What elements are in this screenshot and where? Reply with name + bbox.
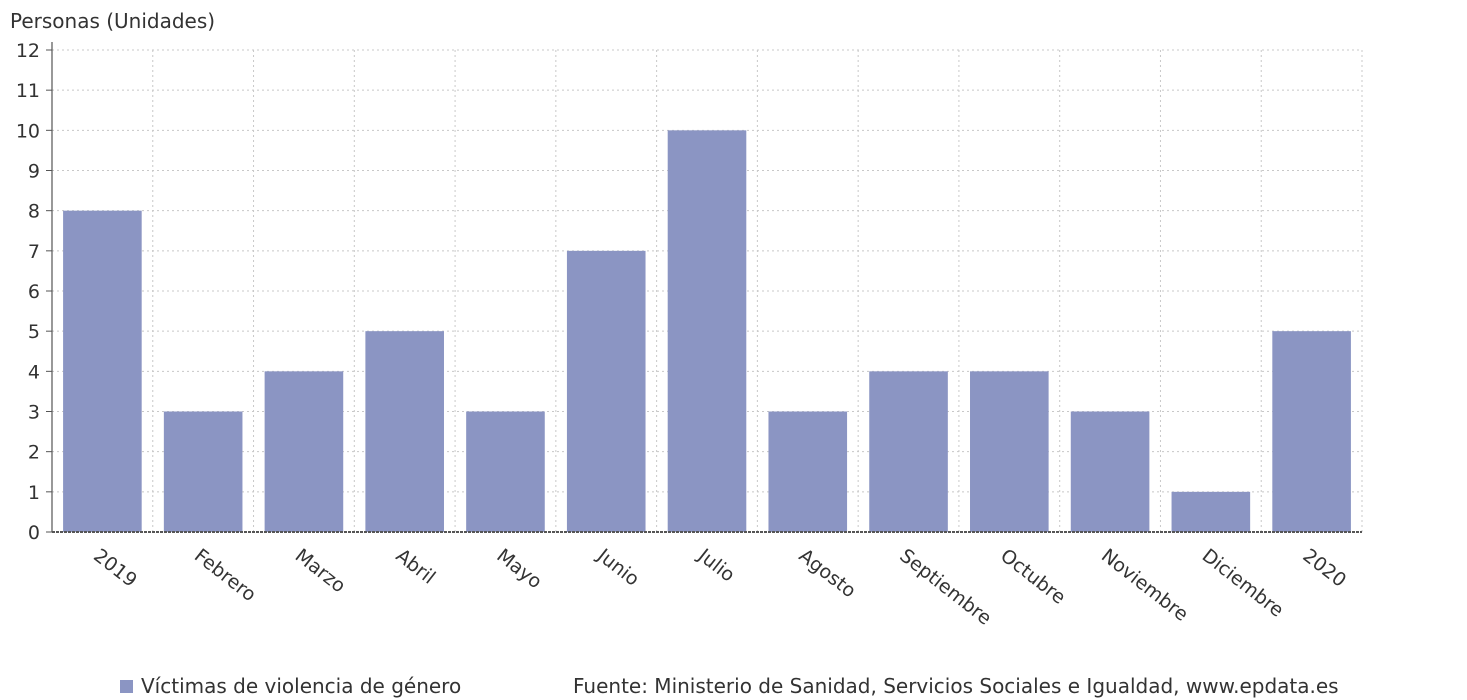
x-ticks: 2019 Febrero Marzo Abril Mayo Junio Julio Agost… [89, 544, 1350, 630]
x-tick-label: Diciembre [1198, 545, 1288, 622]
x-tick-label: Junio [592, 544, 643, 591]
bar-agosto [768, 411, 848, 532]
x-tick-label: Julio [693, 544, 739, 586]
x-tick-label: Agosto [795, 545, 860, 603]
x-tick-label: 2019 [89, 545, 141, 592]
y-tick-label: 8 [28, 201, 40, 223]
bar-febrero [163, 411, 243, 532]
y-tick-label: 9 [28, 161, 40, 183]
bar-julio [667, 130, 747, 533]
y-tick-label: 12 [16, 40, 40, 62]
bar-junio [566, 250, 646, 533]
y-tick-label: 4 [28, 361, 40, 383]
bar-abril [365, 331, 444, 532]
bar-octubre [970, 371, 1049, 532]
y-tick-label: 0 [28, 522, 40, 544]
bar-mayo [466, 411, 545, 532]
y-tick-label: 7 [28, 241, 40, 263]
source-note: Fuente: Ministerio de Sanidad, Servicios… [573, 674, 1339, 698]
x-tick-label: Abril [392, 545, 440, 589]
x-tick-label: Febrero [190, 545, 260, 607]
bar-noviembre [1070, 411, 1150, 532]
axes [46, 42, 1362, 533]
legend-label: Víctimas de violencia de género [141, 674, 462, 698]
y-tick-label: 2 [28, 442, 40, 464]
y-tick-label: 5 [28, 321, 40, 343]
x-tick-label: 2020 [1299, 545, 1351, 592]
bar-septiembre [869, 371, 948, 532]
x-tick-label: Septiembre [895, 545, 995, 630]
bar-2020 [1272, 331, 1351, 532]
bar-marzo [264, 371, 344, 532]
x-tick-label: Octubre [996, 545, 1069, 609]
bars [63, 130, 1351, 533]
x-tick-label: Marzo [291, 545, 350, 598]
x-tick-label: Mayo [492, 545, 546, 594]
legend-swatch [120, 679, 133, 693]
y-tick-label: 10 [16, 120, 40, 142]
y-tick-label: 1 [28, 482, 40, 504]
y-tick-label: 3 [28, 402, 40, 424]
x-tick-label: Noviembre [1097, 545, 1192, 626]
bar-diciembre [1171, 491, 1251, 532]
y-tick-label: 6 [28, 281, 40, 303]
bar-2019 [63, 210, 142, 532]
y-axis-label: Personas (Unidades) [10, 9, 215, 33]
y-tick-label: 11 [16, 80, 40, 102]
legend: Víctimas de violencia de género [120, 674, 461, 698]
